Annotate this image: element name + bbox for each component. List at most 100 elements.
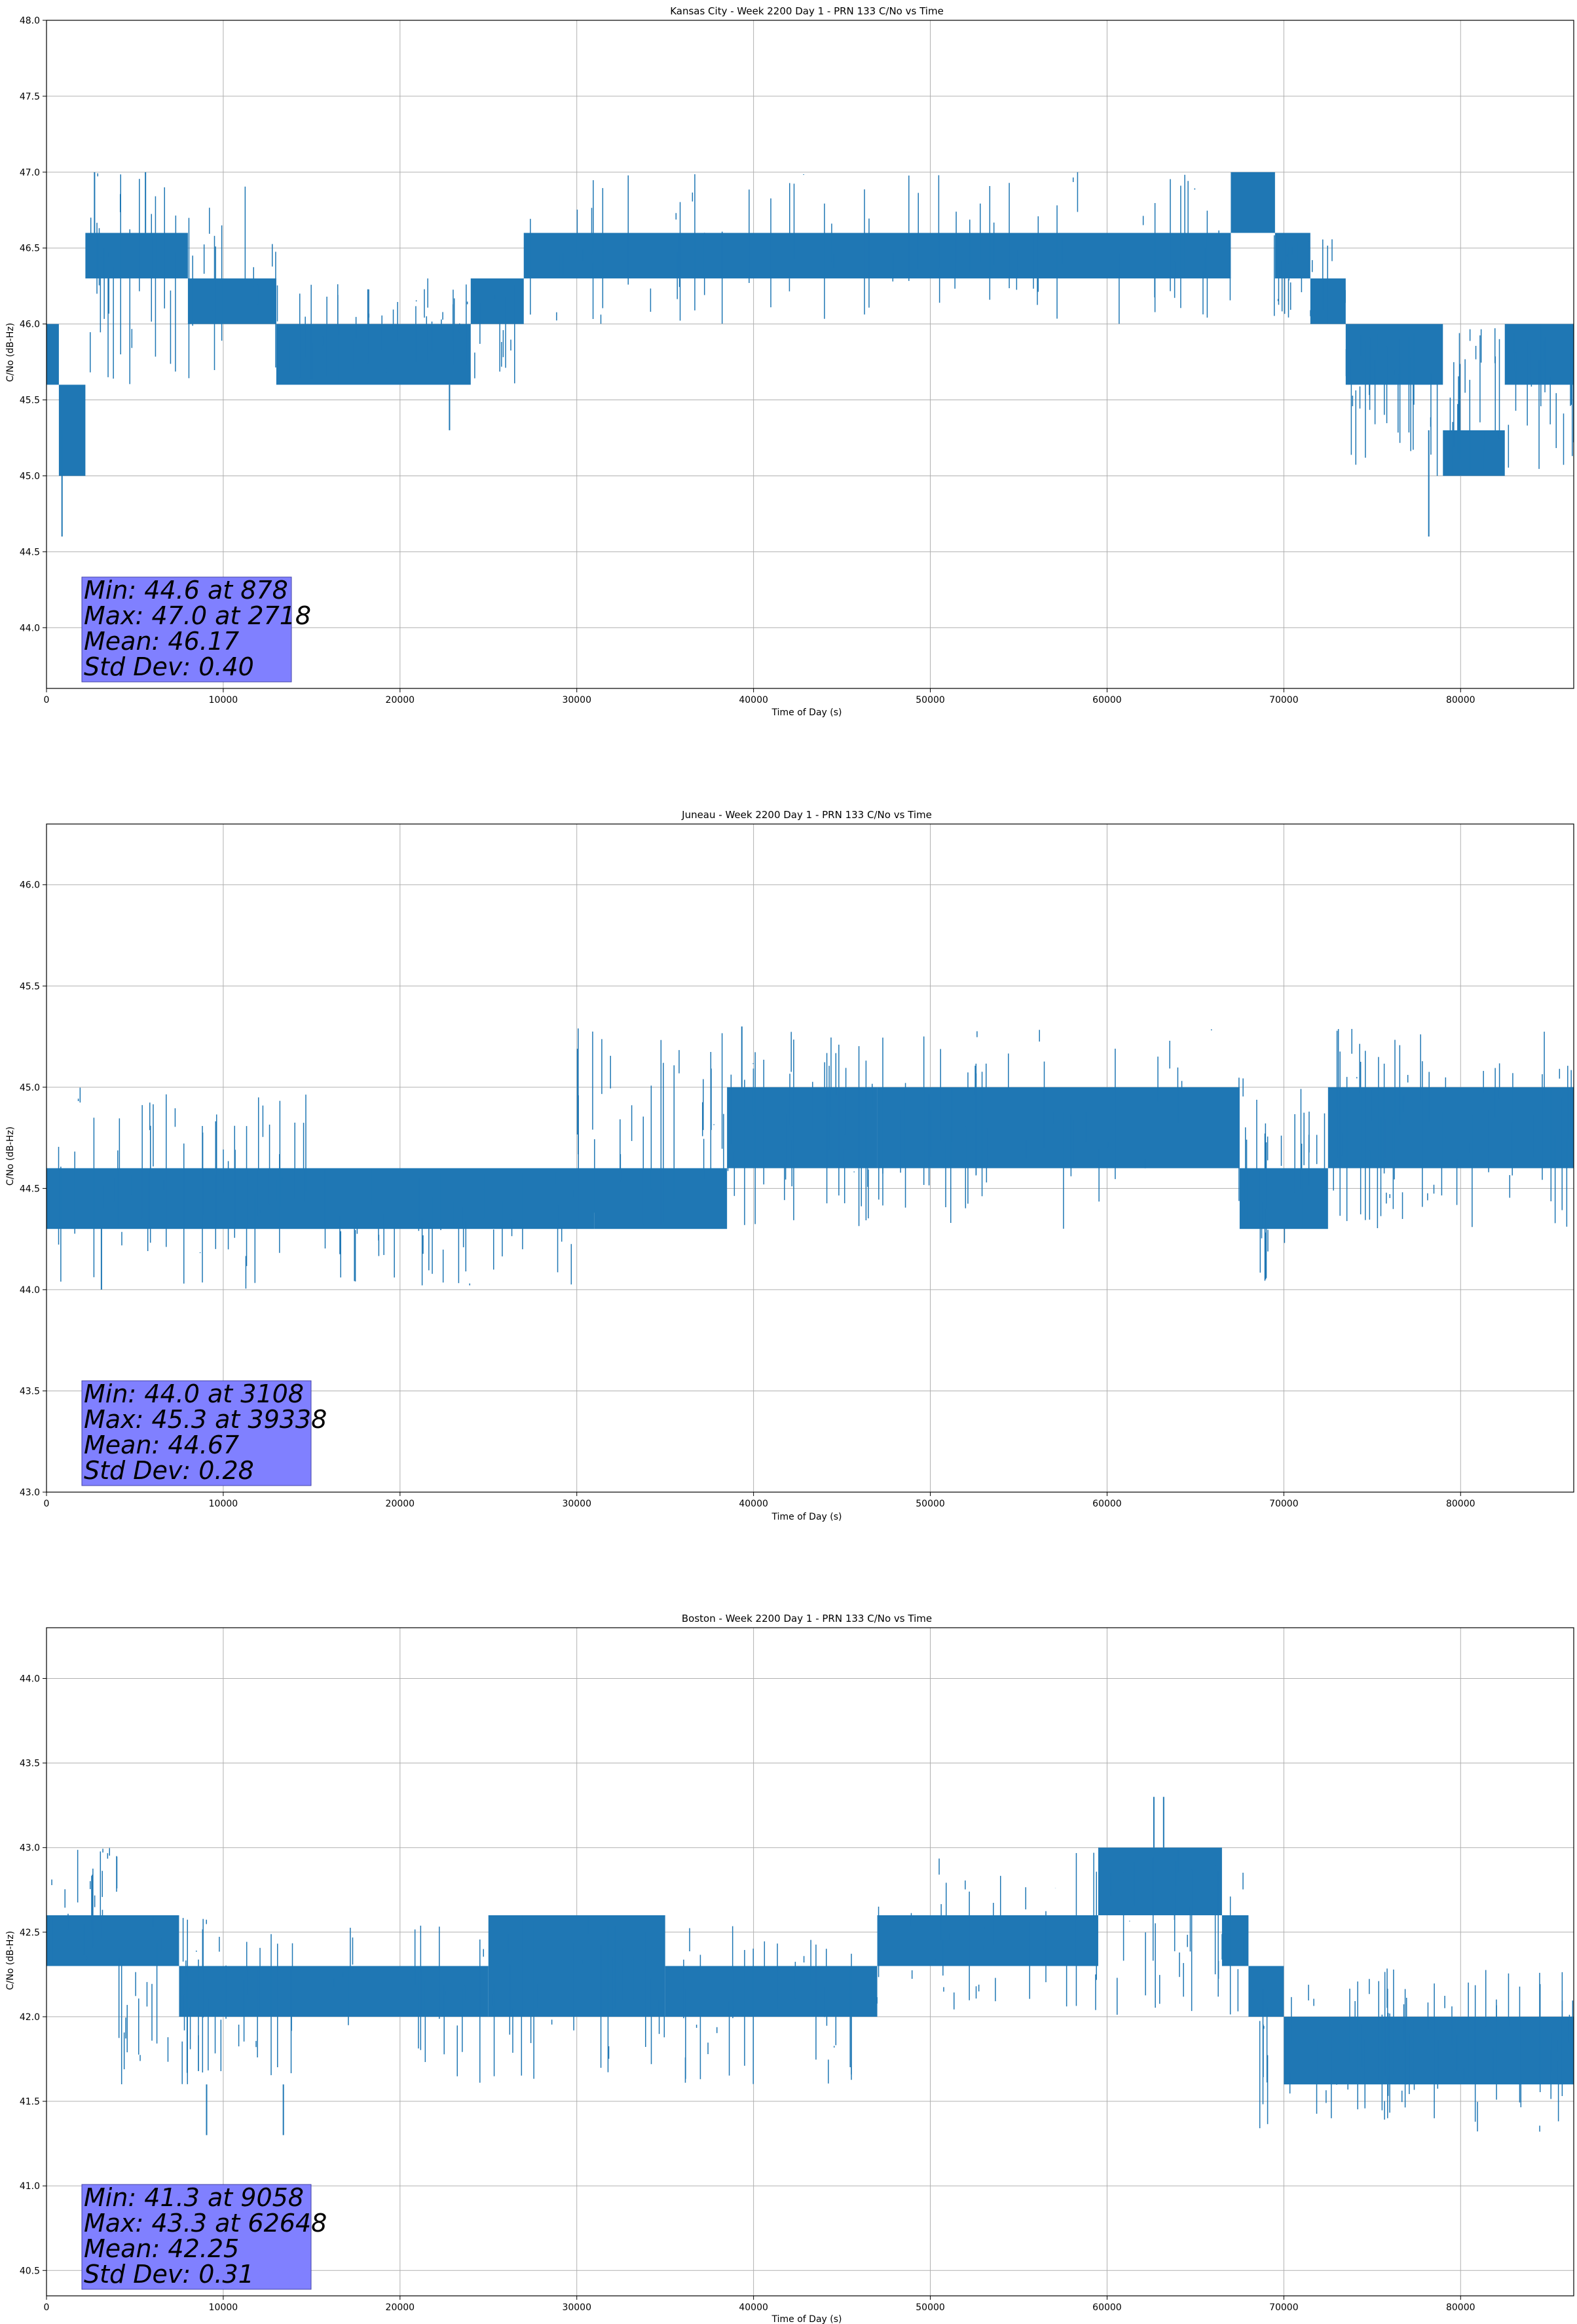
x-tick-label: 50000 <box>916 695 945 705</box>
data-band <box>46 1168 595 1229</box>
x-tick-label: 10000 <box>209 695 238 705</box>
data-band <box>1239 1168 1328 1229</box>
data-band <box>179 1966 489 2017</box>
x-tick-label: 20000 <box>386 2302 415 2313</box>
x-tick-label: 20000 <box>386 695 415 705</box>
data-band <box>727 1087 878 1169</box>
y-tick-label: 44.0 <box>20 623 40 633</box>
y-tick-label: 43.5 <box>20 1759 40 1769</box>
chart-title: Juneau - Week 2200 Day 1 - PRN 133 C/No … <box>681 809 932 821</box>
y-tick-label: 41.5 <box>20 2097 40 2107</box>
stats-line: Std Dev: 0.40 <box>84 652 254 681</box>
stats-line: Mean: 42.25 <box>84 2234 239 2263</box>
y-tick-label: 41.0 <box>20 2181 40 2192</box>
data-band <box>523 233 1231 279</box>
x-tick-label: 60000 <box>1092 2302 1122 2313</box>
x-tick-label: 0 <box>44 2302 50 2313</box>
stats-line: Max: 47.0 at 2718 <box>84 601 311 630</box>
data-band <box>877 1087 1240 1169</box>
data-band <box>992 1915 1098 1966</box>
x-tick-label: 70000 <box>1269 2302 1299 2313</box>
y-tick-label: 44.0 <box>20 1285 40 1296</box>
y-tick-label: 40.5 <box>20 2266 40 2276</box>
y-tick-label: 45.0 <box>20 1083 40 1093</box>
y-tick-label: 43.0 <box>20 1843 40 1854</box>
data-band <box>58 384 86 476</box>
x-tick-label: 40000 <box>739 695 768 705</box>
x-tick-label: 30000 <box>562 1499 591 1509</box>
stats-line: Std Dev: 0.31 <box>84 2260 254 2289</box>
chart-title: Boston - Week 2200 Day 1 - PRN 133 C/No … <box>682 1613 932 1624</box>
stats-line: Std Dev: 0.28 <box>84 1456 254 1485</box>
chart-panel-boston: Boston - Week 2200 Day 1 - PRN 133 C/No … <box>5 1613 1574 2324</box>
y-axis-label: C/No (dB-Hz) <box>5 323 16 382</box>
y-tick-label: 47.0 <box>20 168 40 178</box>
stats-line: Mean: 44.67 <box>84 1431 239 1459</box>
x-tick-label: 40000 <box>739 1499 768 1509</box>
x-tick-label: 30000 <box>562 695 591 705</box>
data-band <box>276 324 471 385</box>
y-tick-label: 45.5 <box>20 981 40 992</box>
data-band <box>1274 233 1310 279</box>
data-band <box>187 278 276 324</box>
plot-frame <box>46 1627 1574 2296</box>
stats-line: Min: 44.0 at 3108 <box>84 1379 304 1408</box>
plot-frame <box>46 823 1574 1493</box>
data-band <box>1345 324 1443 385</box>
data-band <box>1327 1087 1574 1169</box>
data-band <box>470 278 524 324</box>
stats-box <box>81 576 292 683</box>
data-band <box>877 1915 993 1966</box>
stats-box <box>81 2184 312 2290</box>
x-tick-label: 80000 <box>1446 1499 1475 1509</box>
stats-line: Min: 44.6 at 878 <box>84 576 288 605</box>
x-axis-label: Time of Day (s) <box>771 707 842 718</box>
data-band <box>488 1915 665 2017</box>
x-tick-label: 50000 <box>916 2302 945 2313</box>
x-tick-label: 50000 <box>916 1499 945 1509</box>
y-tick-label: 43.5 <box>20 1386 40 1396</box>
x-tick-label: 0 <box>44 1499 50 1509</box>
y-tick-label: 45.5 <box>20 396 40 406</box>
data-band <box>1231 172 1275 233</box>
x-axis-label: Time of Day (s) <box>771 1512 842 1522</box>
x-tick-label: 70000 <box>1269 1499 1299 1509</box>
stats-line: Max: 43.3 at 62648 <box>84 2209 327 2238</box>
x-tick-label: 60000 <box>1092 695 1122 705</box>
stats-line: Max: 45.3 at 39338 <box>84 1405 327 1434</box>
y-tick-label: 45.0 <box>20 471 40 481</box>
stats-line: Min: 41.3 at 9058 <box>84 2183 304 2212</box>
y-tick-label: 44.5 <box>20 547 40 557</box>
data-band <box>1284 2016 1574 2085</box>
y-tick-label: 42.5 <box>20 1928 40 1938</box>
x-tick-label: 20000 <box>386 1499 415 1509</box>
x-tick-label: 80000 <box>1446 695 1475 705</box>
x-tick-label: 10000 <box>209 2302 238 2313</box>
y-tick-label: 47.5 <box>20 92 40 102</box>
data-band <box>85 233 188 279</box>
data-band <box>1248 1966 1284 2017</box>
x-tick-label: 30000 <box>562 2302 591 2313</box>
x-tick-label: 70000 <box>1269 695 1299 705</box>
data-band <box>665 1966 878 2017</box>
y-tick-label: 44.5 <box>20 1184 40 1194</box>
y-tick-label: 43.0 <box>20 1488 40 1498</box>
chart-panel-kansas-city: Kansas City - Week 2200 Day 1 - PRN 133 … <box>5 5 1574 718</box>
y-tick-label: 46.0 <box>20 880 40 891</box>
chart-title: Kansas City - Week 2200 Day 1 - PRN 133 … <box>670 5 944 17</box>
stats-box <box>81 1380 312 1486</box>
y-axis-label: C/No (dB-Hz) <box>5 1127 16 1186</box>
chart-panel-juneau: Juneau - Week 2200 Day 1 - PRN 133 C/No … <box>5 809 1574 1522</box>
y-tick-label: 42.0 <box>20 2012 40 2023</box>
y-axis-label: C/No (dB-Hz) <box>5 1931 16 1990</box>
x-tick-label: 80000 <box>1446 2302 1475 2313</box>
data-band <box>1443 430 1505 476</box>
plot-frame <box>46 20 1574 689</box>
y-tick-label: 48.0 <box>20 16 40 26</box>
data-band <box>46 1915 179 1966</box>
x-tick-label: 0 <box>44 695 50 705</box>
data-band <box>1098 1847 1222 1915</box>
x-tick-label: 10000 <box>209 1499 238 1509</box>
x-axis-label: Time of Day (s) <box>771 2314 842 2324</box>
